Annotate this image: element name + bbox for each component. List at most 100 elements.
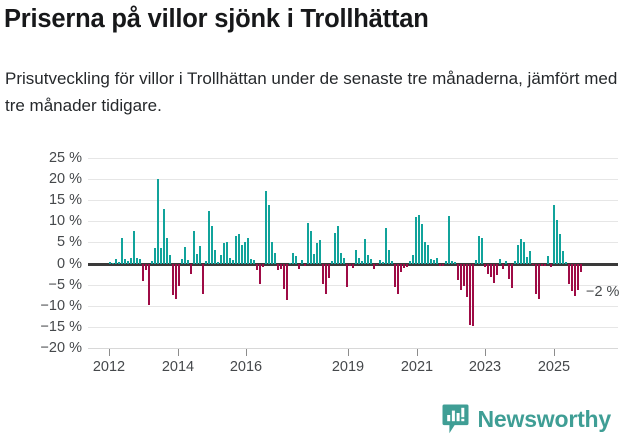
bar[interactable] bbox=[472, 263, 474, 327]
bar[interactable] bbox=[235, 236, 237, 264]
bar[interactable] bbox=[403, 263, 405, 268]
bar[interactable] bbox=[175, 263, 177, 300]
bar[interactable] bbox=[319, 239, 321, 264]
bar[interactable] bbox=[328, 263, 330, 279]
bar[interactable] bbox=[295, 255, 297, 264]
bar[interactable] bbox=[349, 263, 351, 267]
bar[interactable] bbox=[154, 248, 156, 264]
bar[interactable] bbox=[331, 261, 333, 264]
bar[interactable] bbox=[490, 263, 492, 277]
bar[interactable] bbox=[478, 236, 480, 264]
bar[interactable] bbox=[298, 263, 300, 269]
bar[interactable] bbox=[310, 231, 312, 264]
bar[interactable] bbox=[484, 263, 486, 267]
bar[interactable] bbox=[412, 255, 414, 264]
bar[interactable] bbox=[505, 261, 507, 264]
bar[interactable] bbox=[325, 263, 327, 294]
bar[interactable] bbox=[340, 253, 342, 264]
bar[interactable] bbox=[466, 263, 468, 298]
bar[interactable] bbox=[145, 263, 147, 270]
bar[interactable] bbox=[508, 263, 510, 279]
bar[interactable] bbox=[409, 261, 411, 264]
bar[interactable] bbox=[424, 242, 426, 264]
bar[interactable] bbox=[502, 263, 504, 270]
bar[interactable] bbox=[148, 263, 150, 305]
bar[interactable] bbox=[565, 262, 567, 264]
bar[interactable] bbox=[460, 263, 462, 290]
bar[interactable] bbox=[574, 263, 576, 296]
bar[interactable] bbox=[553, 205, 555, 264]
bar[interactable] bbox=[385, 227, 387, 264]
bar[interactable] bbox=[442, 263, 444, 267]
bar[interactable] bbox=[523, 241, 525, 264]
bar[interactable] bbox=[430, 259, 432, 264]
bar[interactable] bbox=[571, 263, 573, 292]
bar[interactable] bbox=[283, 263, 285, 289]
bar[interactable] bbox=[181, 258, 183, 264]
bar[interactable] bbox=[214, 250, 216, 264]
bar[interactable] bbox=[457, 263, 459, 280]
bar[interactable] bbox=[280, 263, 282, 270]
bar[interactable] bbox=[436, 258, 438, 264]
bar[interactable] bbox=[247, 238, 249, 264]
bar[interactable] bbox=[547, 255, 549, 264]
bar[interactable] bbox=[289, 262, 291, 264]
bar[interactable] bbox=[448, 216, 450, 264]
bar[interactable] bbox=[439, 263, 441, 266]
bar[interactable] bbox=[277, 263, 279, 271]
bar[interactable] bbox=[469, 263, 471, 326]
bar[interactable] bbox=[445, 261, 447, 264]
bar[interactable] bbox=[493, 263, 495, 283]
bar[interactable] bbox=[199, 245, 201, 264]
bar[interactable] bbox=[271, 241, 273, 264]
bar[interactable] bbox=[556, 220, 558, 264]
bar[interactable] bbox=[529, 250, 531, 264]
bar[interactable] bbox=[538, 263, 540, 300]
bar[interactable] bbox=[427, 245, 429, 264]
bar[interactable] bbox=[130, 258, 132, 264]
bar[interactable] bbox=[178, 263, 180, 287]
bar[interactable] bbox=[256, 263, 258, 270]
bar[interactable] bbox=[244, 241, 246, 264]
bar[interactable] bbox=[355, 250, 357, 264]
bar[interactable] bbox=[352, 263, 354, 268]
bar[interactable] bbox=[121, 238, 123, 264]
bar[interactable] bbox=[301, 260, 303, 264]
bar[interactable] bbox=[526, 257, 528, 264]
bar[interactable] bbox=[367, 255, 369, 264]
bar[interactable] bbox=[541, 263, 543, 267]
bar[interactable] bbox=[463, 263, 465, 287]
bar[interactable] bbox=[421, 223, 423, 264]
newsworthy-logo[interactable]: Newsworthy bbox=[442, 404, 611, 434]
bar[interactable] bbox=[208, 210, 210, 264]
bar[interactable] bbox=[451, 261, 453, 264]
bar[interactable] bbox=[112, 262, 114, 264]
bar[interactable] bbox=[259, 263, 261, 284]
bar[interactable] bbox=[400, 263, 402, 272]
bar[interactable] bbox=[379, 259, 381, 264]
bar[interactable] bbox=[562, 250, 564, 264]
bar[interactable] bbox=[223, 243, 225, 264]
bar[interactable] bbox=[544, 263, 546, 266]
bar[interactable] bbox=[157, 179, 159, 264]
bar[interactable] bbox=[568, 263, 570, 285]
bar[interactable] bbox=[187, 259, 189, 264]
bar[interactable] bbox=[391, 261, 393, 264]
bar[interactable] bbox=[487, 263, 489, 274]
bar[interactable] bbox=[307, 223, 309, 264]
bar[interactable] bbox=[163, 208, 165, 264]
bar[interactable] bbox=[475, 260, 477, 264]
bar[interactable] bbox=[241, 244, 243, 264]
bar[interactable] bbox=[286, 263, 288, 300]
bar[interactable] bbox=[376, 263, 378, 266]
bar[interactable] bbox=[361, 260, 363, 264]
bar[interactable] bbox=[292, 253, 294, 264]
bar[interactable] bbox=[133, 230, 135, 264]
bar[interactable] bbox=[142, 263, 144, 282]
bar[interactable] bbox=[382, 262, 384, 264]
bar[interactable] bbox=[334, 232, 336, 264]
bar[interactable] bbox=[238, 234, 240, 264]
bar[interactable] bbox=[136, 257, 138, 264]
bar[interactable] bbox=[397, 263, 399, 294]
bar[interactable] bbox=[205, 261, 207, 264]
